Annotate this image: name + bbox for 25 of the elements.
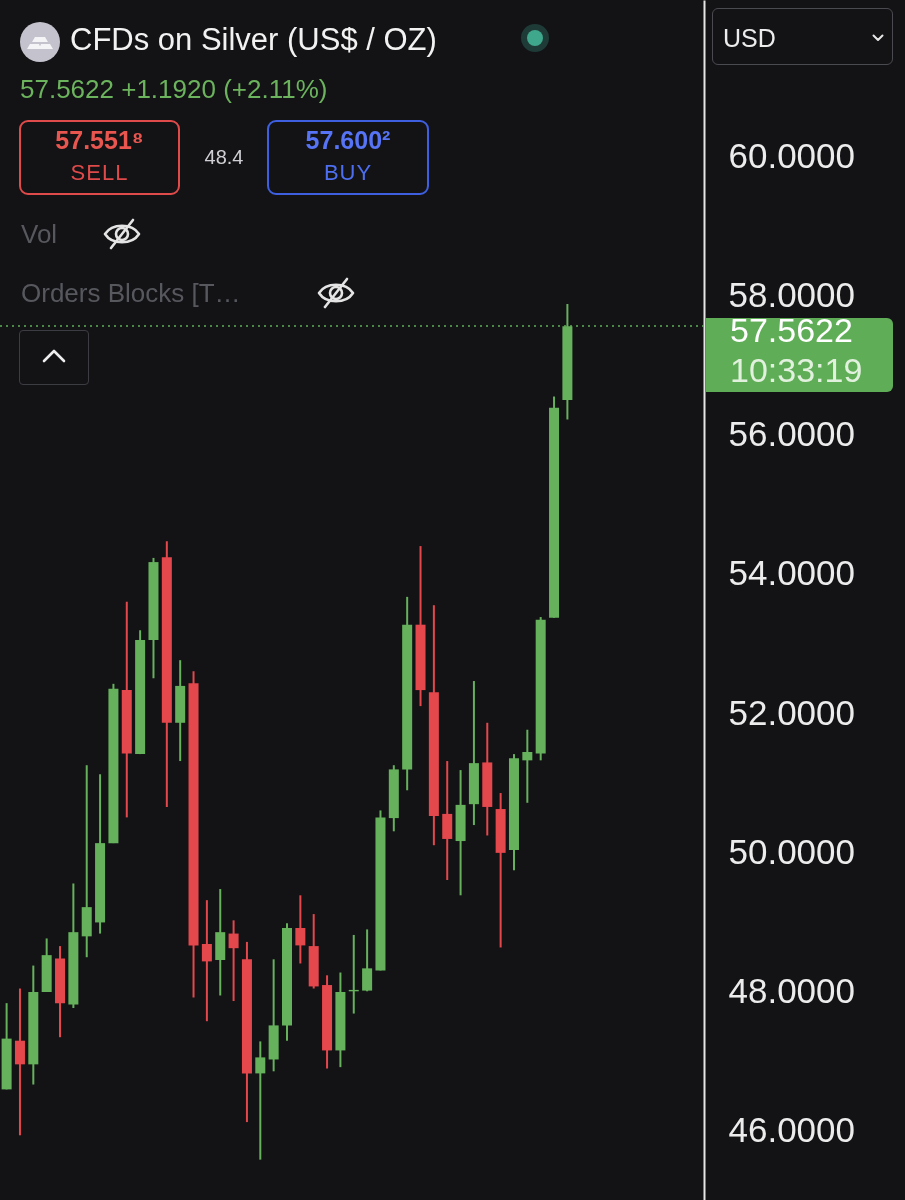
candlestick xyxy=(228,919,239,1003)
candlestick xyxy=(14,987,25,1137)
y-tick-label: 54.0000 xyxy=(728,553,856,593)
text: 10:33:19 xyxy=(730,351,863,390)
y-tick-label: 52.0000 xyxy=(728,692,856,732)
y-tick-label: 56.0000 xyxy=(728,414,856,454)
y-tick-label: 46.0000 xyxy=(728,1109,856,1149)
annotation: Vol xyxy=(21,219,58,249)
y-tick-label: 48.0000 xyxy=(728,970,856,1010)
annotation: 57.600² xyxy=(304,126,392,154)
text: 57.5622 +1.1920 (+2.11%) xyxy=(20,74,328,104)
annotation: 48.4 xyxy=(203,146,245,168)
candlestick xyxy=(362,928,373,993)
candlestick xyxy=(201,899,212,1023)
y-tick-label: 50.0000 xyxy=(728,831,856,871)
annotation: SELL xyxy=(69,160,130,185)
annotation: 57.551⁸ xyxy=(54,126,145,154)
annotation: BUY xyxy=(322,160,374,185)
text: USD xyxy=(723,24,776,52)
annotation: Orders Blocks [T… xyxy=(21,278,241,308)
candlestick xyxy=(522,728,533,804)
candlestick xyxy=(255,1040,266,1161)
candlestick xyxy=(295,894,306,965)
text: CFDs on Silver (US$ / OZ) xyxy=(70,22,437,57)
y-tick-label: 60.0000 xyxy=(728,136,856,176)
